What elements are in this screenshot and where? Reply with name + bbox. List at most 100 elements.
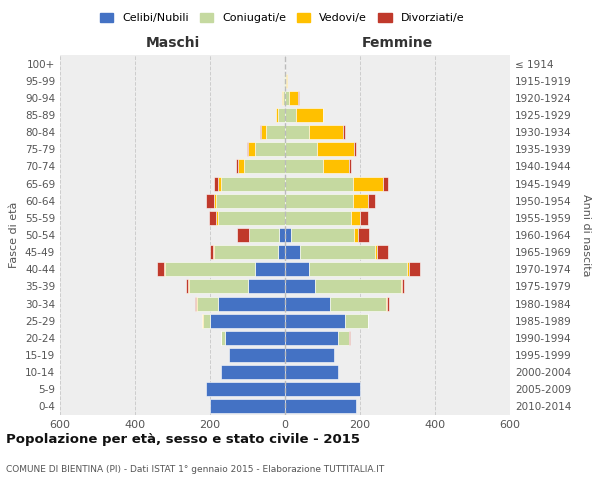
Bar <box>285 245 300 259</box>
Bar <box>285 228 290 242</box>
Y-axis label: Fasce di età: Fasce di età <box>10 202 19 268</box>
Bar <box>214 194 215 207</box>
Bar <box>337 331 349 345</box>
Bar <box>290 228 355 242</box>
Bar <box>284 74 285 88</box>
Bar <box>195 296 196 310</box>
Bar <box>275 108 277 122</box>
Legend: Celibi/Nubili, Coniugati/e, Vedovi/e, Divorziati/e: Celibi/Nubili, Coniugati/e, Vedovi/e, Di… <box>95 8 469 28</box>
Bar <box>215 194 285 207</box>
Bar <box>285 331 337 345</box>
Bar <box>285 382 360 396</box>
Bar <box>407 262 409 276</box>
Bar <box>350 211 360 225</box>
Bar <box>387 296 389 310</box>
Text: COMUNE DI BIENTINA (PI) - Dati ISTAT 1° gennaio 2015 - Elaborazione TUTTITALIA.I: COMUNE DI BIENTINA (PI) - Dati ISTAT 1° … <box>6 465 384 474</box>
Bar <box>209 211 217 225</box>
Bar <box>310 262 407 276</box>
Bar <box>285 74 286 88</box>
Bar <box>323 160 349 173</box>
Bar <box>402 280 404 293</box>
Bar <box>285 91 289 105</box>
Bar <box>248 142 255 156</box>
Bar <box>248 228 250 242</box>
Bar <box>210 245 213 259</box>
Bar <box>187 280 190 293</box>
Text: Maschi: Maschi <box>145 36 200 50</box>
Bar <box>289 91 298 105</box>
Bar <box>317 142 355 156</box>
Bar <box>285 160 323 173</box>
Bar <box>285 142 317 156</box>
Text: Popolazione per età, sesso e stato civile - 2015: Popolazione per età, sesso e stato civil… <box>6 432 360 446</box>
Bar <box>285 108 296 122</box>
Bar <box>218 176 221 190</box>
Bar <box>343 125 345 139</box>
Bar <box>213 245 214 259</box>
Bar <box>247 142 248 156</box>
Bar <box>377 245 388 259</box>
Bar <box>244 160 285 173</box>
Bar <box>277 108 285 122</box>
Bar <box>355 228 358 242</box>
Bar <box>277 245 285 259</box>
Bar <box>315 280 401 293</box>
Bar <box>203 314 210 328</box>
Bar <box>285 194 353 207</box>
Bar <box>386 296 387 310</box>
Bar <box>353 194 367 207</box>
Bar <box>206 382 285 396</box>
Bar <box>285 125 310 139</box>
Bar <box>296 108 323 122</box>
Bar <box>197 296 218 310</box>
Bar <box>225 331 285 345</box>
Bar <box>238 160 244 173</box>
Bar <box>266 125 285 139</box>
Bar <box>164 262 165 276</box>
Bar <box>285 296 330 310</box>
Bar <box>190 280 248 293</box>
Bar <box>355 142 356 156</box>
Bar <box>196 296 197 310</box>
Bar <box>221 365 285 379</box>
Bar <box>353 176 383 190</box>
Bar <box>349 160 350 173</box>
Y-axis label: Anni di nascita: Anni di nascita <box>581 194 591 276</box>
Bar <box>375 245 377 259</box>
Bar <box>330 296 386 310</box>
Bar <box>206 194 214 207</box>
Bar <box>238 228 248 242</box>
Bar <box>285 314 345 328</box>
Bar <box>360 211 367 225</box>
Bar <box>165 262 255 276</box>
Bar <box>285 400 356 413</box>
Text: Femmine: Femmine <box>362 36 433 50</box>
Bar <box>218 211 285 225</box>
Bar <box>214 245 277 259</box>
Bar <box>345 314 367 328</box>
Bar <box>250 228 280 242</box>
Bar <box>260 125 266 139</box>
Bar <box>210 400 285 413</box>
Bar <box>157 262 164 276</box>
Bar <box>285 365 337 379</box>
Bar <box>285 176 353 190</box>
Bar <box>358 228 370 242</box>
Bar <box>409 262 420 276</box>
Bar <box>248 280 285 293</box>
Bar <box>286 74 287 88</box>
Bar <box>218 296 285 310</box>
Bar <box>285 348 334 362</box>
Bar <box>255 142 285 156</box>
Bar <box>367 194 375 207</box>
Bar <box>300 245 375 259</box>
Bar <box>383 176 388 190</box>
Bar <box>298 91 299 105</box>
Bar <box>255 262 285 276</box>
Bar <box>285 280 315 293</box>
Bar <box>236 160 238 173</box>
Bar <box>217 211 218 225</box>
Bar <box>401 280 402 293</box>
Bar <box>229 348 285 362</box>
Bar <box>283 91 285 105</box>
